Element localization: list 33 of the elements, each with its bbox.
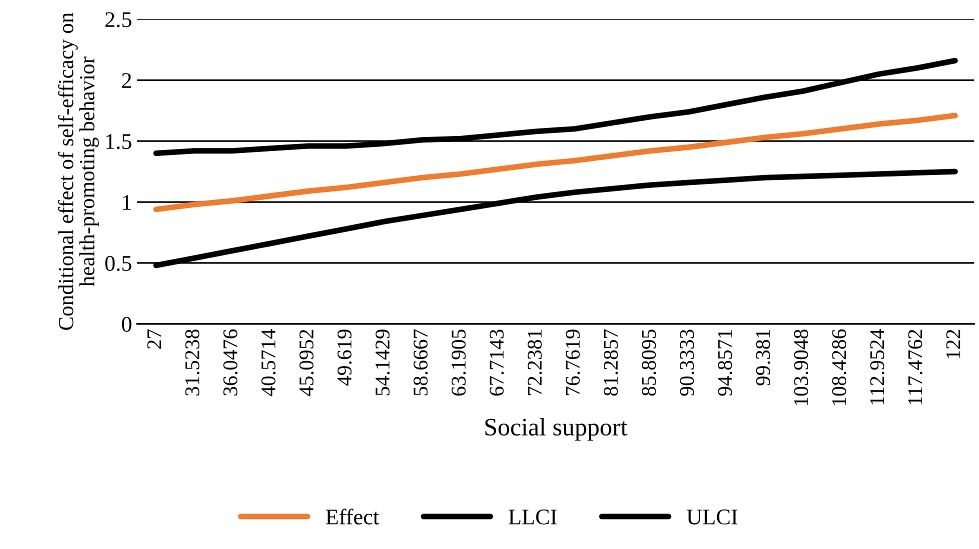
x-tick-label: 103.9048 [794,330,808,406]
legend-label: ULCI [686,510,738,524]
x-axis-title: Social support [485,418,628,441]
y-tick-label: 0.5 [105,256,132,271]
x-tick-label: 90.3333 [680,330,694,396]
y-axis-title: Conditional effect of self-efficacy on health-promoting behavior [58,12,99,330]
y-tick-label: 1.5 [106,134,132,150]
x-tick-label: 49.619 [338,330,352,386]
x-tick-label: 72.2381 [528,330,542,396]
x-tick-label: 117.4762 [908,330,922,404]
x-tick-label: 54.1429 [376,330,390,396]
legend-label: Effect [326,508,380,524]
x-tick-label: 81.2857 [604,329,618,396]
x-tick-label: 99.381 [756,330,770,386]
x-tick-label: 63.1905 [452,330,466,396]
legend-label: LLCI [508,510,557,524]
y-tick-label: 2.5 [105,12,132,28]
x-tick-label: 31.5238 [185,330,200,396]
y-tick-label: 0 [122,316,132,332]
x-tick-label: 67.7143 [490,330,504,396]
x-tick-label: 40.5714 [261,329,276,396]
x-tick-label: 94.8571 [718,330,732,396]
x-tick-label: 45.0952 [299,330,314,396]
x-tick-label: 108.4286 [832,329,846,406]
x-tick-label: 36.0476 [223,329,238,396]
x-tick-label: 122 [946,330,960,358]
x-tick-label: 112.9524 [870,329,884,404]
x-tick-label: 27 [147,329,162,349]
x-tick-label: 58.6667 [414,329,428,396]
y-tick-label: 2 [122,73,131,88]
x-tick-label: 85.8095 [642,330,656,396]
y-tick-label: 1 [123,195,131,210]
x-tick-label: 76.7619 [566,330,580,396]
